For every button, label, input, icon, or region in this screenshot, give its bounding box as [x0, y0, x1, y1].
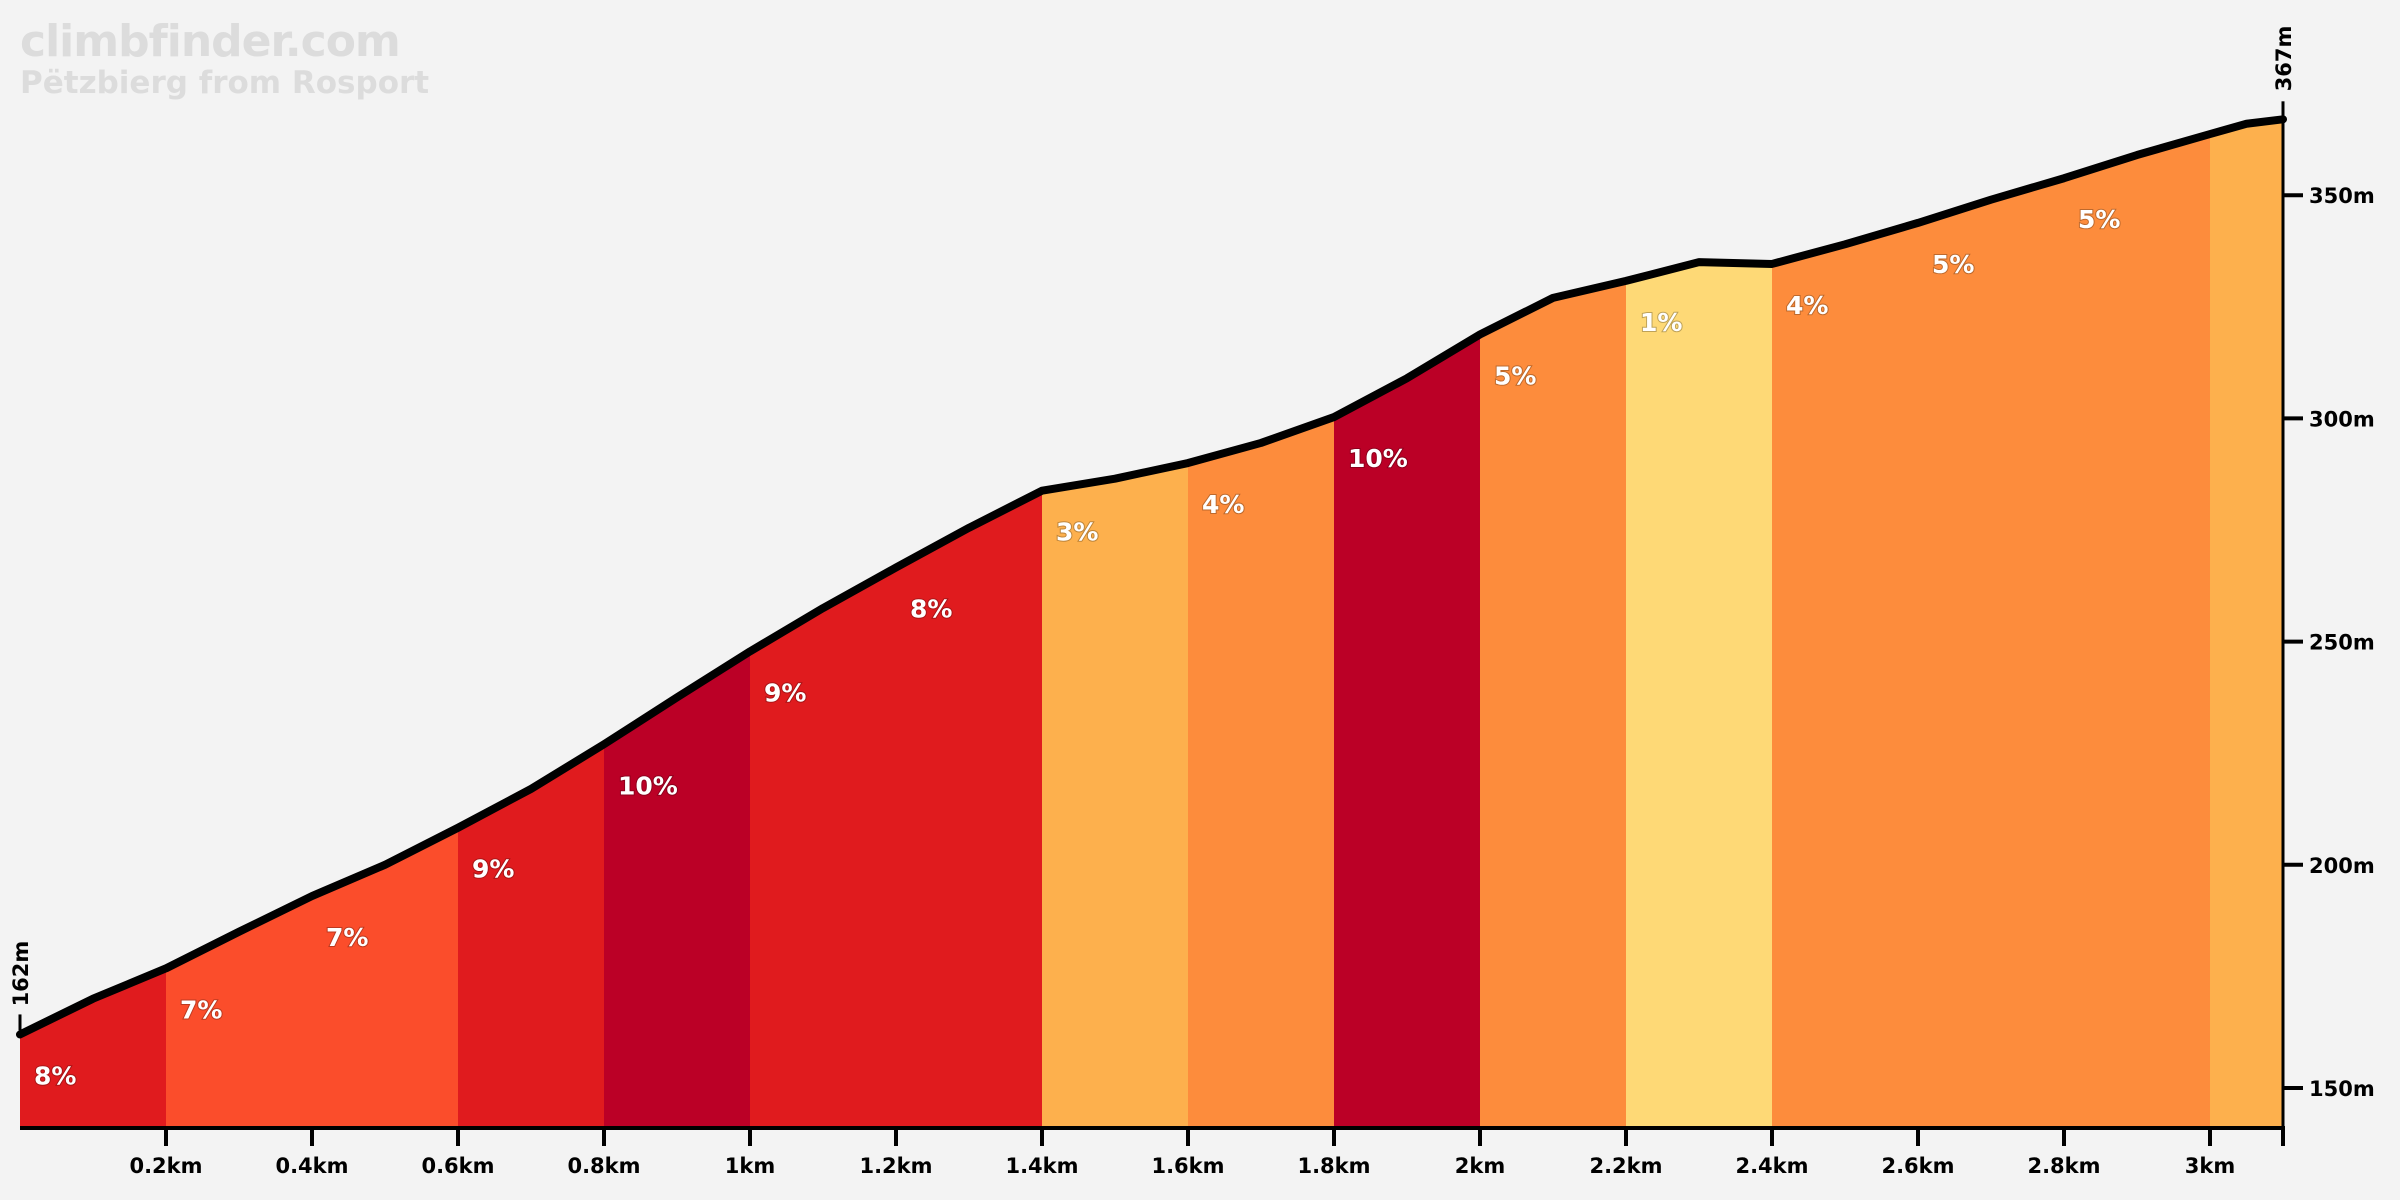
- grade-labels: 8% 7% 7% 9% 10% 9% 8% 3% 4% 10% 5% 1% 4% 5% 5%: [33, 204, 2121, 1091]
- grade-label: 5%: [1494, 361, 1536, 390]
- x-tick-label: 1.6km: [1151, 1154, 1224, 1178]
- x-tick-label: 2.2km: [1589, 1154, 1662, 1178]
- grade-segment: [750, 567, 896, 1128]
- x-tick-label: 0.4km: [275, 1154, 348, 1178]
- grade-label: 7%: [180, 995, 222, 1024]
- x-tick-label: 0.2km: [129, 1154, 202, 1178]
- grade-label: 8%: [34, 1061, 76, 1090]
- grade-segment: [458, 744, 604, 1128]
- grade-label: 5%: [1932, 250, 1974, 279]
- grade-label: 4%: [1202, 490, 1244, 519]
- site-name: climbfinder.com: [20, 16, 401, 67]
- start-elevation-label: 162m: [9, 941, 33, 1007]
- grade-label: 7%: [326, 923, 368, 952]
- grade-segment: [896, 490, 1042, 1128]
- climb-name: Pëtzbierg from Rosport: [20, 65, 430, 101]
- x-tick-label: 3km: [2185, 1154, 2235, 1178]
- x-tick-label: 0.6km: [421, 1154, 494, 1178]
- grade-segment: [1042, 463, 1188, 1128]
- x-tick-label: 1.2km: [859, 1154, 932, 1178]
- grade-label: 10%: [618, 771, 678, 800]
- grade-label: 9%: [472, 855, 514, 884]
- x-tick-label: 0.8km: [567, 1154, 640, 1178]
- grade-segment: [20, 968, 166, 1128]
- grade-label: 3%: [1056, 518, 1098, 547]
- grade-label: 5%: [2078, 205, 2120, 234]
- y-tick-label: 300m: [2309, 407, 2375, 431]
- x-tick-label: 1km: [725, 1154, 775, 1178]
- y-tick-label: 150m: [2309, 1077, 2375, 1101]
- x-tick-label: 2.8km: [2027, 1154, 2100, 1178]
- grade-segment: [2064, 134, 2210, 1128]
- grade-label: 9%: [764, 678, 806, 707]
- grade-label: 8%: [910, 594, 952, 623]
- watermark: climbfinder.com Pëtzbierg from Rosport: [20, 20, 429, 99]
- grade-segment: [312, 827, 458, 1128]
- grade-segment: [1480, 280, 1626, 1128]
- grade-label: 4%: [1786, 291, 1828, 320]
- grade-segment: [1626, 262, 1772, 1128]
- grade-label: 10%: [1348, 444, 1408, 473]
- grade-segment: [2210, 119, 2283, 1128]
- x-tick-label: 2.4km: [1735, 1154, 1808, 1178]
- x-tick-label: 1.8km: [1297, 1154, 1370, 1178]
- grade-segment: [604, 651, 750, 1128]
- y-tick-label: 350m: [2309, 184, 2375, 208]
- x-tick-label: 1.4km: [1005, 1154, 1078, 1178]
- y-tick-label: 200m: [2309, 854, 2375, 878]
- grade-segment: [1188, 417, 1334, 1128]
- grade-segment: [1918, 178, 2064, 1128]
- end-elevation-label: 367m: [2272, 26, 2296, 92]
- grade-label: 1%: [1640, 308, 1682, 337]
- x-tick-label: 2km: [1455, 1154, 1505, 1178]
- x-tick-label: 2.6km: [1881, 1154, 1954, 1178]
- grade-segments: [20, 119, 2283, 1128]
- y-tick-label: 250m: [2309, 631, 2375, 655]
- profile-line: [16, 115, 2287, 1039]
- axes: 0.2km 0.4km 0.6km 0.8km 1km 1.2km 1.4km 1.6km 1.…: [9, 26, 2375, 1178]
- grade-segment: [1334, 334, 1480, 1128]
- grade-segment: [1772, 222, 1918, 1128]
